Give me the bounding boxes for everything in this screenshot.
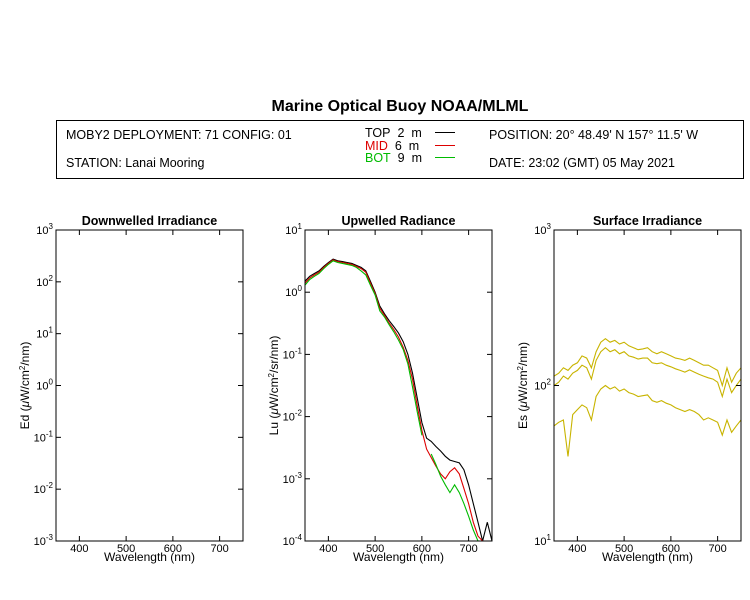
legend-line-top (435, 132, 455, 133)
x-axis-label: Wavelength (nm) (353, 550, 444, 564)
x-tick-label: 500 (117, 543, 135, 555)
y-tick-label: 10-4 (283, 533, 303, 548)
x-tick-label: 400 (70, 543, 88, 555)
series-line-2-1 (305, 258, 492, 541)
y-tick-label: 10-1 (34, 429, 54, 444)
x-tick-label: 600 (662, 543, 680, 555)
legend-label-mid: MID 6 m (365, 139, 420, 153)
x-axis-label: Wavelength (nm) (104, 550, 195, 564)
info-panel: MOBY2 DEPLOYMENT: 71 CONFIG: 01 STATION:… (56, 120, 744, 179)
legend-label-top: TOP 2 m (365, 126, 422, 140)
y-axis-label: Es (μW/cm2/nm) (516, 342, 530, 429)
y-tick-label: 103 (36, 222, 53, 237)
legend-line-bot (435, 157, 455, 158)
x-tick-label: 500 (615, 543, 633, 555)
y-axis-label: Ed (μW/cm2/nm) (18, 342, 32, 430)
y-tick-label: 10-2 (283, 409, 303, 424)
chart-panel-3: Surface Irradiance 400 500 600 700 Wavelength… (516, 214, 742, 564)
y-tick-label: 10-3 (283, 471, 303, 486)
y-tick-label: 10-3 (34, 533, 54, 548)
x-tick-label: 700 (210, 543, 228, 555)
deployment-text: MOBY2 DEPLOYMENT: 71 CONFIG: 01 (66, 128, 292, 142)
position-text: POSITION: 20° 48.49' N 157° 11.5' W (489, 128, 699, 142)
x-tick-label: 500 (366, 543, 384, 555)
plot-frame (553, 229, 742, 542)
x-tick-label: 600 (413, 543, 431, 555)
chart-title: Surface Irradiance (593, 214, 702, 228)
chart-main-title: Marine Optical Buoy NOAA/MLML (271, 98, 529, 115)
y-tick-label: 101 (534, 533, 551, 548)
chart-title: Downwelled Irradiance (82, 214, 218, 228)
x-tick-label: 700 (459, 543, 477, 555)
x-tick-label: 400 (568, 543, 586, 555)
y-tick-label: 100 (285, 284, 302, 299)
chart-panel-1: Downwelled Irradiance 400 500 600 700 Wavelen… (18, 214, 244, 564)
y-tick-label: 101 (285, 222, 302, 237)
series-line-2-3 (305, 260, 492, 541)
series-line-3-1 (554, 338, 741, 388)
y-tick-label: 101 (36, 326, 53, 341)
y-tick-label: 10-2 (34, 481, 54, 496)
y-tick-label: 100 (36, 378, 53, 393)
legend-label-bot: BOT 9 m (365, 151, 422, 165)
x-tick-label: 400 (319, 543, 337, 555)
y-tick-label: 10-1 (283, 346, 303, 361)
y-tick-label: 103 (534, 222, 551, 237)
x-axis-label: Wavelength (nm) (602, 550, 693, 564)
y-axis-label: Lu (μW/cm2/sr/nm) (267, 336, 281, 436)
series-line-2-2 (305, 259, 492, 541)
x-tick-label: 600 (164, 543, 182, 555)
series-line-3-3 (554, 384, 741, 457)
plot-frame (304, 229, 493, 542)
chart-panel-2: Upwelled Radiance 400 500 600 700 Wavelength … (267, 214, 493, 564)
chart-title: Upwelled Radiance (342, 214, 456, 228)
legend-line-mid (435, 145, 455, 146)
date-text: DATE: 23:02 (GMT) 05 May 2021 (489, 156, 675, 170)
series-line-3-2 (554, 346, 741, 399)
x-tick-label: 700 (708, 543, 726, 555)
station-text: STATION: Lanai Mooring (66, 156, 205, 170)
y-tick-label: 102 (534, 378, 551, 393)
plot-frame (55, 229, 244, 542)
y-tick-label: 102 (36, 274, 53, 289)
